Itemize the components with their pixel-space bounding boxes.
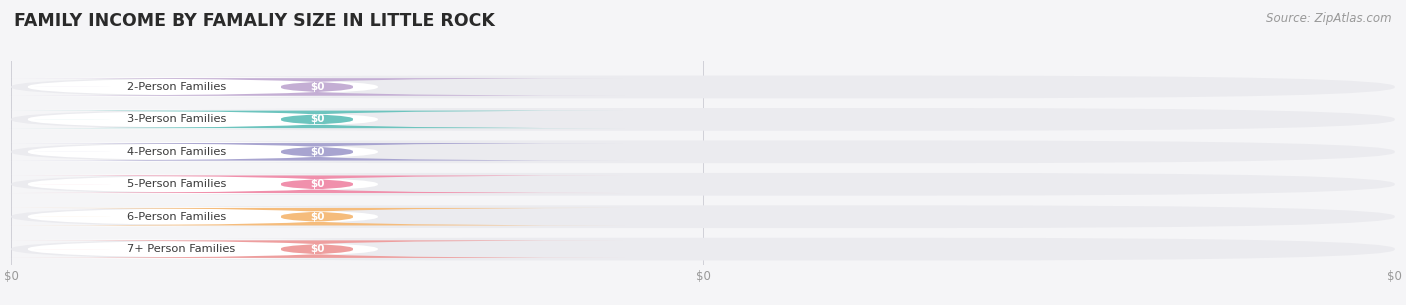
FancyBboxPatch shape (10, 78, 624, 96)
FancyBboxPatch shape (11, 205, 1395, 228)
Text: 2-Person Families: 2-Person Families (128, 82, 226, 92)
FancyBboxPatch shape (0, 207, 426, 226)
Text: FAMILY INCOME BY FAMALIY SIZE IN LITTLE ROCK: FAMILY INCOME BY FAMALIY SIZE IN LITTLE … (14, 12, 495, 30)
FancyBboxPatch shape (10, 240, 624, 258)
FancyBboxPatch shape (0, 77, 426, 97)
Text: 5-Person Families: 5-Person Families (128, 179, 226, 189)
Text: 6-Person Families: 6-Person Families (128, 212, 226, 222)
Text: $0: $0 (309, 179, 325, 189)
Text: $0: $0 (309, 82, 325, 92)
FancyBboxPatch shape (10, 143, 624, 160)
Text: $0: $0 (309, 114, 325, 124)
FancyBboxPatch shape (11, 173, 1395, 196)
FancyBboxPatch shape (11, 141, 1395, 163)
FancyBboxPatch shape (11, 76, 1395, 98)
FancyBboxPatch shape (0, 174, 426, 194)
FancyBboxPatch shape (10, 111, 624, 128)
Text: $0: $0 (309, 244, 325, 254)
FancyBboxPatch shape (10, 175, 624, 193)
Text: 4-Person Families: 4-Person Families (128, 147, 226, 157)
Text: Source: ZipAtlas.com: Source: ZipAtlas.com (1267, 12, 1392, 25)
FancyBboxPatch shape (11, 108, 1395, 131)
FancyBboxPatch shape (0, 239, 426, 259)
FancyBboxPatch shape (0, 110, 426, 129)
Text: 3-Person Families: 3-Person Families (128, 114, 226, 124)
Text: 7+ Person Families: 7+ Person Families (128, 244, 236, 254)
FancyBboxPatch shape (0, 142, 426, 162)
Text: $0: $0 (309, 147, 325, 157)
FancyBboxPatch shape (10, 208, 624, 225)
Text: $0: $0 (309, 212, 325, 222)
FancyBboxPatch shape (11, 238, 1395, 260)
